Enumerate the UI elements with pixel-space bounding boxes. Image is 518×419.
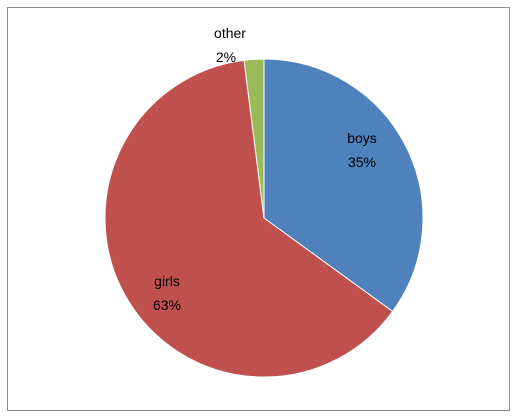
slice-percent-other: 2% bbox=[216, 49, 236, 65]
slice-percent-girls: 63% bbox=[153, 297, 181, 313]
slice-label-girls: girls bbox=[154, 273, 180, 289]
pie-labels: boys 35% girls 63% other 2% bbox=[153, 25, 377, 313]
pie-slice-boys bbox=[263, 58, 424, 313]
pie-slices bbox=[104, 58, 424, 378]
pie-slice-girls bbox=[104, 59, 394, 378]
slice-label-other: other bbox=[214, 25, 246, 41]
pie-slice-other bbox=[243, 58, 265, 219]
slice-label-boys: boys bbox=[347, 130, 377, 146]
slice-percent-boys: 35% bbox=[348, 154, 376, 170]
